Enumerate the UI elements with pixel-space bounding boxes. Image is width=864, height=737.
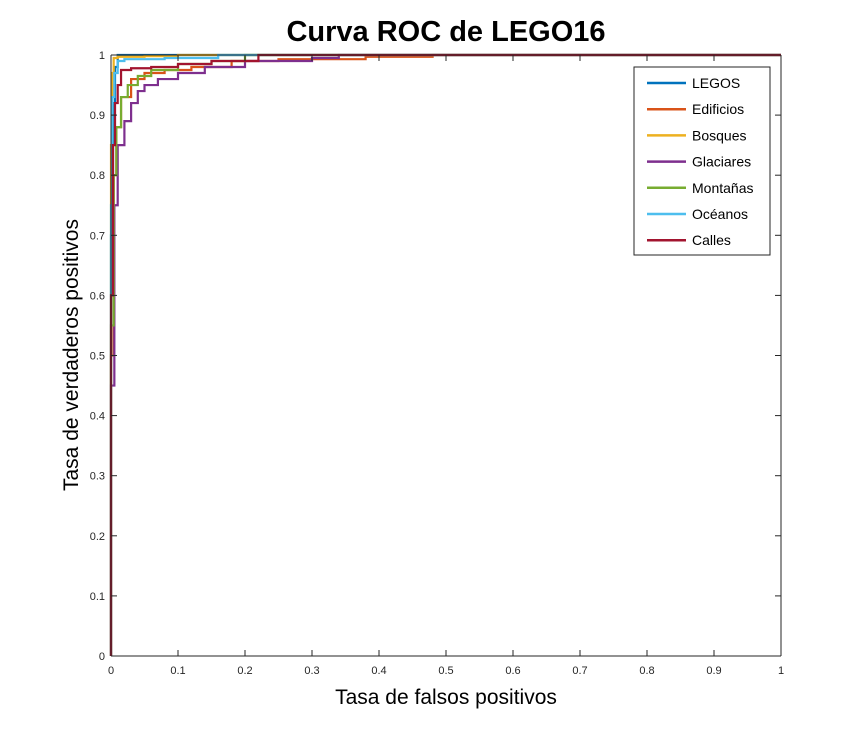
y-tick-label: 0 xyxy=(99,651,105,663)
legend-label-5: Océanos xyxy=(692,206,748,222)
x-ticks: 0 0.1 0.2 0.3 0.4 0.5 0.6 0.7 0.8 0.9 1 xyxy=(108,55,784,677)
x-tick-label: 0.3 xyxy=(304,665,319,677)
x-tick-label: 0.9 xyxy=(706,665,721,677)
x-tick-label: 0.2 xyxy=(237,665,252,677)
legend-label-2: Bosques xyxy=(692,127,746,143)
y-tick-label: 0.7 xyxy=(90,230,105,242)
y-ticks: 0 0.1 0.2 0.3 0.4 0.5 0.6 0.7 0.8 0.9 1 xyxy=(90,50,781,663)
y-tick-label: 0.5 xyxy=(90,351,105,363)
legend-label-6: Calles xyxy=(692,232,731,248)
legend-label-0: LEGOS xyxy=(692,75,740,91)
y-tick-label: 0.4 xyxy=(90,411,105,423)
chart-title: Curva ROC de LEGO16 xyxy=(286,16,605,48)
y-tick-label: 0.9 xyxy=(90,110,105,122)
x-tick-label: 0.8 xyxy=(639,665,654,677)
x-tick-label: 1 xyxy=(778,665,784,677)
x-axis-title: Tasa de falsos positivos xyxy=(335,686,557,709)
y-tick-label: 0.8 xyxy=(90,170,105,182)
legend-label-3: Glaciares xyxy=(692,154,751,170)
y-tick-label: 0.3 xyxy=(90,471,105,483)
series-line-6 xyxy=(109,53,781,656)
x-tick-label: 0 xyxy=(108,665,114,677)
y-tick-label: 0.1 xyxy=(90,591,105,603)
legend-label-4: Montañas xyxy=(692,180,753,196)
x-tick-label: 0.1 xyxy=(170,665,185,677)
y-tick-label: 0.6 xyxy=(90,290,105,302)
x-tick-label: 0.7 xyxy=(572,665,587,677)
legend: LEGOS Edificios Bosques Glaciares Montañas Oc… xyxy=(633,66,771,256)
x-tick-label: 0.5 xyxy=(438,665,453,677)
legend-label-1: Edificios xyxy=(692,101,744,117)
y-axis-title: Tasa de verdaderos positivos xyxy=(60,219,83,491)
y-tick-label: 1 xyxy=(99,50,105,62)
y-tick-label: 0.2 xyxy=(90,531,105,543)
x-tick-label: 0.6 xyxy=(505,665,520,677)
legend-entries: LEGOS Edificios Bosques Glaciares Montañas Oc… xyxy=(647,75,753,248)
x-tick-label: 0.4 xyxy=(371,665,386,677)
